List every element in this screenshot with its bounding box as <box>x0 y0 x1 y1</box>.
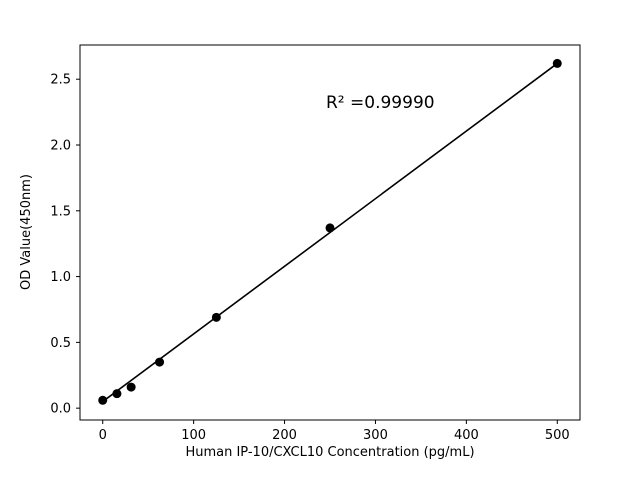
y-tick-label: 0.0 <box>50 402 71 417</box>
axes-frame <box>79 44 581 421</box>
y-axis-label: OD Value(450nm) <box>19 174 34 290</box>
data-point <box>112 389 122 399</box>
x-tick-label: 0 <box>99 428 107 443</box>
data-point <box>325 223 335 233</box>
x-axis-label: Human IP-10/CXCL10 Concentration (pg/mL) <box>185 445 474 460</box>
y-tick-label: 2.5 <box>50 73 71 88</box>
x-tick-label: 300 <box>363 428 388 443</box>
y-tick-label: 1.0 <box>50 270 71 285</box>
x-tick-label: 200 <box>272 428 297 443</box>
data-point <box>126 382 136 392</box>
data-point <box>211 312 221 322</box>
x-tick-label: 100 <box>181 428 206 443</box>
y-tick-label: 2.0 <box>50 139 71 154</box>
data-point <box>552 58 562 68</box>
x-tick-label: 400 <box>454 428 479 443</box>
y-tick-label: 1.5 <box>50 204 71 219</box>
y-tick-label: 0.5 <box>50 336 71 351</box>
fit-line <box>102 62 558 403</box>
data-point <box>155 357 165 367</box>
r-squared-annotation: R² =0.99990 <box>326 93 435 113</box>
x-tick-label: 500 <box>545 428 570 443</box>
data-point <box>98 395 108 405</box>
